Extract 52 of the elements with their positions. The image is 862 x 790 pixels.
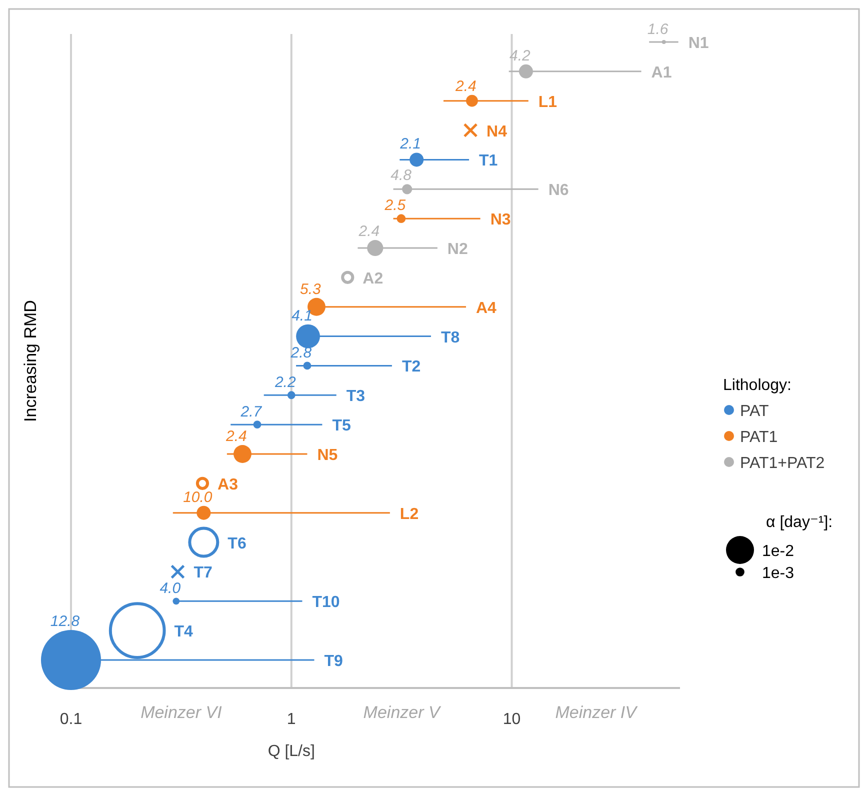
y-tick-label: A1 [651,64,672,82]
annotation: 2.4 [225,428,247,446]
x-tick-label: 0.1 [60,711,82,728]
legend-title: Lithology: [723,377,792,394]
legend-label: PAT1+PAT2 [740,455,825,472]
y-tick-label: L1 [538,94,558,111]
y-tick-label: N4 [486,123,508,140]
y-axis-title: Increasing RMD [21,300,40,422]
annotation: 5.3 [300,280,322,298]
annotation: 12.8 [50,612,80,630]
y-tick-label: T2 [402,358,421,376]
x-axis-title: Q [L/s] [268,743,315,760]
annotation: 2.4 [454,78,476,95]
annotation: 4.2 [510,47,532,64]
x-tick-label: 1 [286,711,296,728]
y-tick-label: N2 [447,241,468,258]
annotation: 2.5 [384,197,406,214]
text: Meinzer VI [140,703,222,722]
y-tick-label: T1 [479,152,498,170]
y-tick-label: N5 [317,447,338,464]
y-tick-label: N1 [688,35,709,52]
y-tick-label: A3 [218,476,238,494]
annotation: 2.7 [240,404,262,421]
y-tick-label: T3 [346,388,366,406]
annotation: 4.0 [160,580,182,598]
legend-label: PAT [740,403,769,420]
y-tick-label: T5 [332,418,351,435]
y-tick-label: T10 [312,594,340,612]
legend-label: 1e-2 [762,543,794,560]
y-tick-label: T8 [440,329,460,346]
annotation: 2.1 [399,136,422,153]
text: α [day⁻¹]: [766,514,833,531]
y-tick-label: A4 [476,300,497,317]
text: Meinzer V [363,703,442,722]
annotation: 4.8 [390,167,412,184]
y-tick-label: T9 [324,653,344,670]
annotation: 1.6 [647,21,669,38]
annotation: 4.1 [292,307,312,324]
annotation: 2.4 [358,222,380,240]
y-tick-label: N6 [548,182,569,200]
text: Meinzer IV [555,703,638,722]
y-tick-label: T6 [228,535,246,552]
annotation: 10.0 [183,488,213,506]
legend-label: PAT1 [740,429,778,446]
y-tick-label: N3 [490,212,511,229]
y-tick-label: T7 [194,564,213,582]
x-tick-label: 10 [502,711,521,728]
y-tick-label: A2 [362,270,384,288]
annotation: 2.2 [274,374,296,392]
y-tick-label: T4 [174,624,194,641]
y-tick-label: L2 [400,506,419,523]
legend-label: 1e-3 [762,565,794,582]
